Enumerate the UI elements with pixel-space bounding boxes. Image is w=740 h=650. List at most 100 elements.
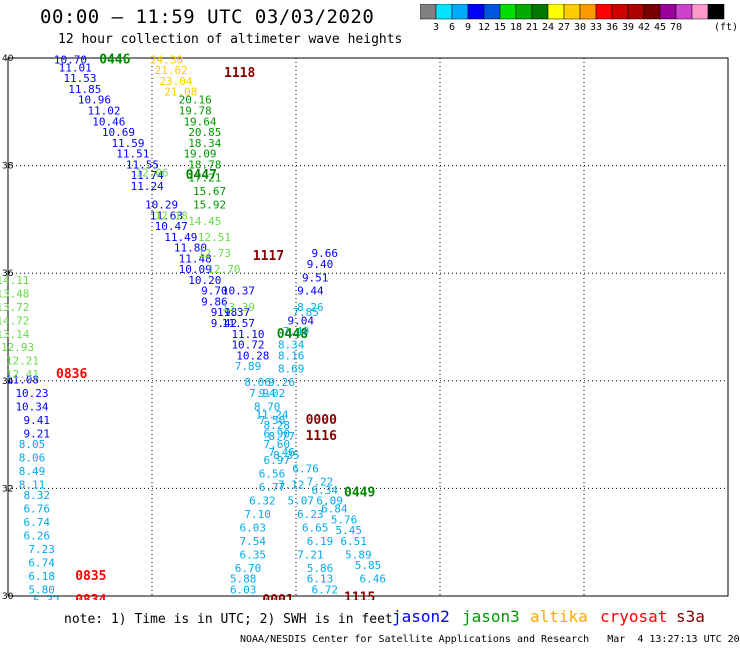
wave-height-point: 11.55 <box>126 158 159 171</box>
wave-height-point: 6.74 <box>28 556 55 569</box>
wave-height-point: 7.10 <box>244 508 271 521</box>
wave-height-point: 5.45 <box>336 524 363 537</box>
wave-height-point: 9.42 <box>211 317 238 330</box>
pass-time-label: 0834 <box>75 593 106 600</box>
wave-height-point: 7.85 <box>292 306 319 319</box>
wave-height-point: 11.85 <box>68 83 101 96</box>
wave-height-point: 9.41 <box>24 414 51 427</box>
wave-height-point: 11.57 <box>222 317 255 330</box>
wave-height-point: 9.86 <box>201 295 228 308</box>
legend-item-s3a: s3a <box>676 607 705 626</box>
wave-height-point: 8.34 <box>278 339 305 352</box>
wave-height-point: 6.70 <box>235 562 262 575</box>
wave-height-point: 6.03 <box>240 521 267 534</box>
colorbar-tick-label: 45 <box>653 22 667 33</box>
wave-height-point: 12.93 <box>1 341 34 354</box>
lat-tick-label: 40 <box>2 54 14 64</box>
wave-height-point: 24.30 <box>150 53 183 66</box>
wave-height-point: 11.49 <box>164 231 197 244</box>
wave-height-point: 6.76 <box>292 462 319 475</box>
wave-height-point: 6.46 <box>360 573 387 586</box>
wave-height-point: 8.06 <box>19 452 46 465</box>
map-frame <box>7 57 729 597</box>
wave-height-point: 10.29 <box>145 199 178 212</box>
colorbar-tick-label: 3 <box>432 22 440 33</box>
wave-height-point: 6.72 <box>312 583 339 596</box>
wave-height-point: 17.21 <box>188 172 221 185</box>
colorbar-tick-label: 33 <box>589 22 603 33</box>
wave-height-point: 13.72 <box>0 301 29 314</box>
map-subtitle: 12 hour collection of altimeter wave hei… <box>58 32 403 47</box>
colorbar-tick-label: 9 <box>464 22 472 33</box>
wave-height-point: 9.04 <box>288 314 315 327</box>
lat-tick-label: 32 <box>2 484 13 494</box>
wave-height-point: 8.32 <box>24 489 51 502</box>
colorbar-tick-label: 21 <box>525 22 539 33</box>
wave-height-point: 13.14 <box>0 328 30 341</box>
wave-height-point: 14.72 <box>0 314 29 327</box>
wave-height-point: 6.18 <box>28 570 55 583</box>
wave-height-point: 11.24 <box>255 408 288 421</box>
wave-height-point: 8.11 <box>19 478 46 491</box>
wave-height-point: 6.74 <box>24 516 51 529</box>
colorbar-tick-label: 12 <box>477 22 491 33</box>
footnote: note: 1) Time is in UTC; 2) SWH is in fe… <box>64 612 393 627</box>
pass-time-label: 0449 <box>344 485 375 500</box>
wave-height-point: 6.23 <box>297 508 324 521</box>
wave-height-point: 11.63 <box>150 209 183 222</box>
wave-height-point: 12.73 <box>198 247 231 260</box>
wave-height-point: 8.70 <box>254 400 281 413</box>
wave-height-point: 11.37 <box>217 306 250 319</box>
wave-height-point: 20.85 <box>188 126 221 139</box>
wave-height-point: 11.08 <box>6 373 39 386</box>
wave-height-point: 6.32 <box>249 495 276 508</box>
legend-item-altika: altika <box>530 607 588 626</box>
wave-height-point: 6.56 <box>259 468 286 481</box>
wave-height-point: 20.16 <box>179 94 212 107</box>
pass-time-label: 1115 <box>344 590 375 600</box>
wave-height-point: 7.22 <box>307 476 334 489</box>
wave-height-point: 15.92 <box>193 199 226 212</box>
wave-height-point: 8.06 <box>244 376 271 389</box>
wave-height-point: 7.89 <box>235 360 262 373</box>
wave-height-point: 5.85 <box>355 559 382 572</box>
wave-height-point: 10.20 <box>188 274 221 287</box>
colorbar-labels: 3 6 9 12 15 18 21 24 27 30 33 36 39 42 45 70 <box>420 22 740 34</box>
wave-height-point: 11.74 <box>131 169 164 182</box>
wave-height-point: 8.35 <box>273 449 300 462</box>
pass-time-label: 0448 <box>277 327 308 342</box>
wave-height-point: 18.78 <box>188 158 221 171</box>
wave-height-point: 12.41 <box>6 368 39 381</box>
wave-height-point: 10.72 <box>231 339 264 352</box>
wave-height-point: 7.94 <box>249 387 276 400</box>
wave-height-point: 6.84 <box>321 503 348 516</box>
colorbar-tick-label: 15 <box>493 22 507 33</box>
pass-time-label: 1116 <box>306 429 337 444</box>
lat-tick-label: 34 <box>2 377 14 387</box>
wave-height-point: 9.40 <box>307 258 334 271</box>
wave-height-point: 7.23 <box>28 543 55 556</box>
colorbar-tick-label: 18 <box>509 22 523 33</box>
wave-height-point: 7.60 <box>264 438 291 451</box>
lat-tick-label: 38 <box>2 162 14 172</box>
wave-height-point: 8.28 <box>264 419 291 432</box>
wave-height-point: 5.86 <box>307 562 334 575</box>
wave-height-point: 6.09 <box>316 495 343 508</box>
wave-height-point: 6.65 <box>302 521 329 534</box>
wave-height-point: 10.34 <box>15 400 48 413</box>
wave-height-point: 11.24 <box>131 180 164 193</box>
wave-height-point: 13.48 <box>0 287 29 300</box>
wave-height-point: 11.59 <box>111 137 144 150</box>
wave-height-point: 9.44 <box>297 285 324 298</box>
colorbar-tick-label: 70 <box>669 22 683 33</box>
wave-height-point: 10.96 <box>78 94 111 107</box>
colorbar-unit: (ft) <box>714 22 739 33</box>
wave-height-point: 6.51 <box>340 535 367 548</box>
wave-height-point: 10.69 <box>102 126 135 139</box>
wave-height-point: 12.18 <box>155 209 188 222</box>
wave-height-point: 7.21 <box>297 548 324 561</box>
wave-height-point: 5.76 <box>331 513 358 526</box>
legend-item-jason3: jason3 <box>462 607 520 626</box>
lat-tick-label: 36 <box>2 269 14 279</box>
wave-height-map: 15015315615916216530323436384010.7011.01… <box>0 52 729 600</box>
